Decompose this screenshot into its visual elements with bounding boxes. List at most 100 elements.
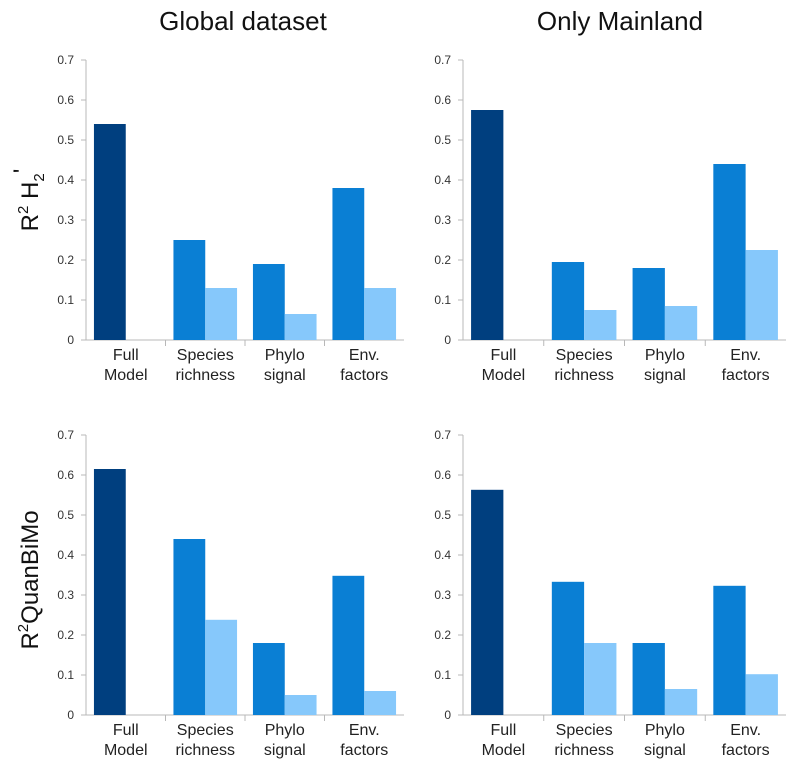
x-tick-label: Species: [177, 347, 234, 364]
y-tick-label: 0.6: [57, 468, 74, 482]
x-tick-label: Species: [177, 722, 234, 739]
bar-series-2: [584, 310, 617, 340]
bar-series-2: [284, 695, 317, 715]
y-tick-label: 0.2: [434, 253, 451, 267]
row-label-quanbimo-r: R: [17, 632, 44, 649]
bar-series-2: [205, 619, 238, 715]
x-tick-label: signal: [264, 367, 306, 384]
y-tick-label: 0.3: [57, 588, 74, 602]
x-tick-label: Env.: [349, 722, 380, 739]
y-tick-label: 0.1: [434, 293, 451, 307]
bar-series-1: [332, 575, 365, 715]
x-tick-label: signal: [644, 367, 686, 384]
y-tick-label: 0.6: [434, 468, 451, 482]
row-label-h2-prime: ': [9, 169, 36, 174]
x-tick-label: Env.: [730, 347, 761, 364]
y-tick-label: 0.3: [57, 213, 74, 227]
bar-series-2: [364, 288, 397, 340]
bar-series-1: [632, 643, 665, 715]
x-tick-label: Full: [490, 347, 516, 364]
bar-series-2: [284, 314, 317, 340]
y-tick-label: 0.2: [57, 628, 74, 642]
row-label-quanbimo-sup: 2: [15, 624, 32, 632]
bar-series-2: [745, 250, 778, 340]
bar-full-model: [93, 124, 126, 340]
x-tick-label: Model: [104, 742, 148, 759]
y-tick-label: 0.3: [434, 213, 451, 227]
x-tick-label: Model: [482, 742, 526, 759]
row-label-h2-h: H: [17, 182, 44, 206]
bar-series-2: [745, 674, 778, 715]
x-tick-label: richness: [175, 367, 235, 384]
y-tick-label: 0: [67, 333, 74, 347]
x-tick-label: richness: [554, 367, 614, 384]
x-tick-label: richness: [554, 742, 614, 759]
x-tick-label: factors: [340, 367, 388, 384]
panel-mainland-quanbimo: 0 0.1 0.2 0.3 0.4 0.5 0.6 0.7 Full Model Species ri…: [434, 428, 786, 759]
y-tick-label: 0.7: [434, 428, 451, 442]
y-tick-label: 0.1: [434, 668, 451, 682]
bar-series-2: [664, 306, 698, 340]
x-tick-label: Env.: [730, 722, 761, 739]
bar-series-1: [332, 188, 365, 340]
bar-series-1: [252, 643, 285, 715]
y-tick-label: 0.6: [434, 93, 451, 107]
y-tick-label: 0.5: [434, 133, 451, 147]
bar-full-model: [93, 469, 126, 715]
bar-series-1: [713, 585, 746, 715]
y-tick-label: 0.2: [434, 628, 451, 642]
y-tick-label: 0.4: [434, 548, 451, 562]
row-label-h2: R2 H2': [9, 169, 48, 232]
y-tick-label: 0.1: [57, 293, 74, 307]
bar-series-2: [664, 689, 698, 715]
svg-text:R2 H2': R2 H2': [9, 169, 48, 232]
y-tick-label: 0: [444, 333, 451, 347]
x-tick-label: Phylo: [265, 722, 305, 739]
y-tick-label: 0.2: [57, 253, 74, 267]
y-tick-label: 0.4: [57, 548, 74, 562]
y-tick-label: 0.5: [434, 508, 451, 522]
y-tick-label: 0: [444, 708, 451, 722]
y-tick-label: 0.1: [57, 668, 74, 682]
bar-series-1: [252, 264, 285, 340]
column-title-global: Global dataset: [159, 6, 327, 36]
y-tick-label: 0.3: [434, 588, 451, 602]
x-tick-label: factors: [722, 742, 770, 759]
row-label-quanbimo-text: QuanBiMo: [17, 510, 44, 623]
x-tick-label: signal: [644, 742, 686, 759]
row-label-h2-sub: 2: [31, 173, 48, 181]
bar-series-2: [205, 288, 238, 340]
bar-series-1: [713, 164, 746, 340]
x-tick-label: signal: [264, 742, 306, 759]
panel-mainland-h2: 0 0.1 0.2 0.3 0.4 0.5 0.6 0.7 Full Model Species ri…: [434, 53, 786, 384]
bar-series-1: [551, 262, 585, 340]
y-tick-label: 0.6: [57, 93, 74, 107]
x-tick-label: Full: [113, 347, 139, 364]
y-tick-label: 0: [67, 708, 74, 722]
row-label-h2-sup: 2: [15, 206, 32, 214]
bar-series-1: [551, 581, 585, 715]
x-tick-label: Phylo: [645, 722, 685, 739]
y-tick-label: 0.7: [57, 428, 74, 442]
row-label-h2-r: R: [17, 214, 44, 231]
bar-series-1: [632, 268, 665, 340]
x-tick-label: factors: [722, 367, 770, 384]
column-title-mainland: Only Mainland: [537, 6, 703, 36]
y-tick-label: 0.4: [434, 173, 451, 187]
row-label-quanbimo: R2QuanBiMo: [15, 510, 44, 649]
y-tick-label: 0.7: [57, 53, 74, 67]
bar-series-2: [584, 643, 617, 715]
x-tick-label: Full: [490, 722, 516, 739]
y-tick-label: 0.7: [434, 53, 451, 67]
x-tick-label: Phylo: [265, 347, 305, 364]
x-tick-label: Model: [104, 367, 148, 384]
x-tick-label: Phylo: [645, 347, 685, 364]
panel-global-quanbimo: 0 0.1 0.2 0.3 0.4 0.5 0.6 0.7 Full Model Species ri…: [57, 428, 404, 759]
bar-full-model: [471, 489, 504, 715]
y-tick-label: 0.4: [57, 173, 74, 187]
bar-full-model: [471, 110, 504, 340]
x-tick-label: Model: [482, 367, 526, 384]
y-tick-label: 0.5: [57, 508, 74, 522]
y-tick-label: 0.5: [57, 133, 74, 147]
